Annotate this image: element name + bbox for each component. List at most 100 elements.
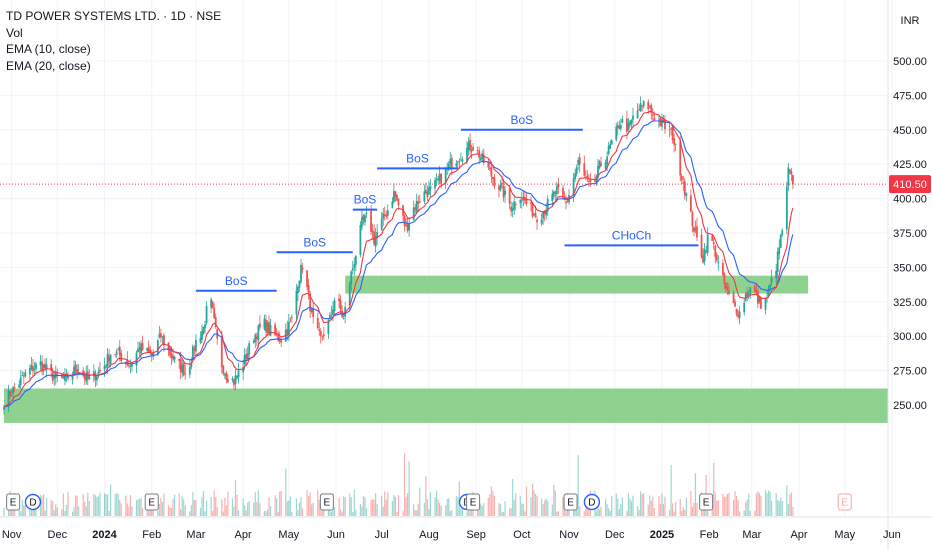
candle-body [50, 364, 53, 371]
volume-bar [370, 499, 372, 516]
candle-body [513, 201, 516, 210]
volume-bar [106, 494, 109, 516]
volume-bar [242, 498, 244, 516]
dividend-circle [583, 493, 601, 511]
volume-bar [438, 502, 441, 516]
candle-body [83, 375, 86, 380]
candle-body [403, 215, 406, 226]
time-axis[interactable]: Nov Dec 2024 Feb Mar Apr May Jun Jul Aug Sep Oct Nov… [0, 516, 932, 541]
candle-body [140, 343, 142, 354]
volume-bar [611, 495, 613, 516]
volume-bar [231, 498, 234, 516]
candle-body [604, 162, 607, 169]
volume-bar [429, 492, 432, 516]
earnings-event-marker[interactable]: E [563, 493, 578, 511]
volume-bar [373, 499, 375, 516]
price-tick-label: 400.00 [893, 194, 927, 206]
candle-body [64, 375, 66, 381]
volume-bar [760, 495, 762, 516]
candle-body [458, 160, 461, 162]
volume-bar [29, 509, 31, 516]
time-tick-label: Jun [327, 529, 345, 541]
volume-bar [723, 496, 725, 516]
volume-bar [393, 495, 395, 516]
candle-body [510, 206, 513, 212]
candle-body [540, 219, 543, 224]
candle-body [706, 234, 709, 253]
candle-body [297, 286, 299, 294]
volume-bar [317, 490, 319, 516]
candle-body [333, 300, 336, 311]
volume-bar [449, 511, 451, 516]
price-axis[interactable]: 250.00 275.00 300.00 325.00 350.00 375.00 400.… [887, 0, 931, 550]
volume-bar [397, 495, 400, 516]
candle-body [405, 225, 407, 226]
volume-bar [298, 503, 301, 516]
earnings-event-marker[interactable]: E [6, 493, 21, 511]
symbol-title[interactable]: TD POWER SYSTEMS LTD. · 1D · NSE [6, 9, 222, 23]
candle-body [376, 232, 379, 238]
candle-body [163, 335, 165, 346]
candle-body [572, 178, 575, 196]
candle-body [67, 376, 69, 379]
earnings-event-marker[interactable]: E [466, 493, 481, 511]
volume-bar [65, 504, 68, 516]
volume-bar [707, 510, 709, 516]
candle-body [41, 361, 43, 371]
volume-bar [519, 495, 521, 516]
volume-bar [52, 501, 54, 516]
candle-body [638, 109, 641, 111]
dividend-event-marker[interactable]: D [24, 493, 42, 511]
earnings-event-marker[interactable]: E [319, 493, 334, 511]
volume-bar [490, 486, 492, 516]
volume-bar [204, 511, 206, 516]
candle-body [277, 333, 280, 341]
candle-body [364, 215, 366, 223]
dividend-event-marker[interactable]: D [583, 493, 601, 511]
annotation-label-bos: BoS [406, 151, 429, 165]
candle-body [295, 290, 298, 315]
candle-body [467, 142, 470, 151]
candle-body [636, 110, 639, 119]
volume-bar [93, 493, 95, 516]
candle-body [469, 139, 471, 151]
candle-body [301, 267, 304, 270]
candle-body [424, 189, 427, 194]
volume-bar [501, 511, 503, 516]
candle-body [542, 212, 545, 219]
volume-bar [711, 504, 713, 516]
candle-body [764, 298, 767, 310]
volume-bar [221, 499, 223, 516]
candle-body [233, 379, 235, 385]
volume-bar [553, 484, 555, 516]
event-markers[interactable]: EDEEDEEDEE [6, 493, 852, 511]
candle-body [348, 283, 351, 306]
earnings-event-marker[interactable]: E [837, 493, 852, 511]
volume-bar [110, 484, 112, 516]
volume-bar [343, 496, 345, 516]
candle-body [96, 376, 98, 381]
candle-body [53, 376, 56, 379]
volume-bar [597, 500, 599, 516]
candle-body [456, 161, 459, 163]
indicator-vol[interactable]: Vol [6, 25, 23, 40]
volume-bar [448, 498, 450, 516]
candle-body [309, 293, 312, 312]
earnings-box [699, 493, 714, 511]
volume-bar [192, 492, 194, 516]
candle-body [530, 202, 532, 204]
volume-bar [534, 493, 537, 516]
volume-bar [190, 505, 192, 516]
indicator-ema20[interactable]: EMA (20, close) [6, 58, 91, 73]
candle-body [609, 144, 612, 149]
indicator-ema10[interactable]: EMA (10, close) [6, 42, 91, 56]
candle-body [482, 154, 485, 163]
earnings-event-marker[interactable]: E [144, 493, 159, 511]
volume-bar [333, 507, 336, 516]
volume-bar [297, 510, 299, 516]
earnings-event-marker[interactable]: E [699, 493, 714, 511]
time-tick-label: Sep [466, 529, 486, 541]
candle-body [39, 361, 42, 366]
